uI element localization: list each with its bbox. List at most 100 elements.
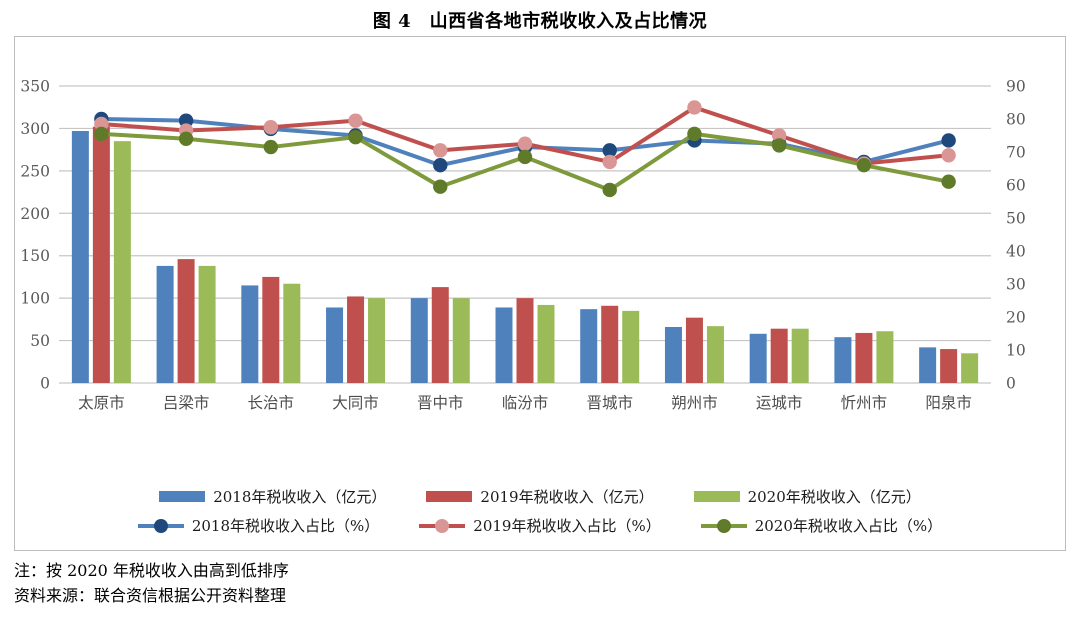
line-marker [178,131,194,146]
line-marker [94,126,109,142]
bar [156,265,174,383]
svg-text:朔州市: 朔州市 [671,394,718,412]
line-marker [94,116,109,132]
bar [326,307,344,383]
bar-series-0 [71,130,937,383]
legend-item: 2019年税收收入（亿元） [426,486,654,507]
line-marker [263,139,279,155]
category-labels: 太原市 吕梁市 长治市 大同市 晋中市 临汾市 晋城市 朔州市 运城市 忻州市 阳泉市 [78,394,972,412]
bar [410,298,428,383]
legend-label: 2019年税收收入占比（%） [473,517,661,535]
bar [664,326,682,383]
line-marker [433,179,448,194]
legend-line-swatch-icon [700,518,747,533]
bar [347,296,365,383]
svg-text:0: 0 [40,375,50,393]
svg-text:350: 350 [20,78,50,96]
bar [495,307,513,383]
svg-text:100: 100 [20,290,50,308]
bar [919,347,937,383]
svg-text:50: 50 [1006,210,1026,228]
svg-text:晋中市: 晋中市 [417,394,464,412]
legend-bar-swatch-icon [426,491,473,502]
bar-series-2 [113,141,979,383]
bar [580,309,598,383]
bar [516,298,534,383]
legend-marker-icon [153,518,168,533]
bar [601,305,619,383]
bar [283,283,301,383]
line-marker [263,120,279,135]
bar [368,298,386,383]
bar [961,353,979,383]
bar [940,349,958,383]
legend-line-swatch-icon [419,518,466,533]
legend-marker-icon [435,518,450,533]
svg-text:80: 80 [1006,111,1026,129]
bar [92,126,110,383]
legend-marker-icon [716,518,731,533]
line-marker [941,174,956,189]
legend-item: 2019年税收收入占比（%） [419,515,661,536]
line-marker [602,154,617,170]
line-marker [771,128,787,143]
legend-row-1: 2018年税收收入（亿元） 2019年税收收入（亿元） 2020年税收收入（亿元） [159,486,921,507]
figure-notes: 注：按 2020 年税收收入由高到低排序 资料来源：联合资信根据公开资料整理 [14,559,1066,609]
bar [262,276,280,383]
bar [241,285,259,383]
svg-text:晋城市: 晋城市 [586,394,633,412]
line-marker [941,148,956,163]
left-axis-ticks: 0 50 100 150 200 250 300 350 [20,78,50,393]
svg-text:40: 40 [1006,243,1026,261]
bar [834,337,852,383]
line-marker [348,113,363,128]
bar [685,317,703,383]
bar [71,130,89,383]
line-marker [433,158,448,173]
sort-note: 注：按 2020 年税收收入由高到低排序 [14,561,289,580]
line-series-2 [94,126,956,198]
svg-text:250: 250 [20,162,50,180]
bar [537,304,555,383]
bar [431,287,449,383]
svg-text:50: 50 [30,332,50,350]
bar-series-1 [92,126,958,383]
legend-row-2: 2018年税收收入占比（%） 2019年税收收入占比（%） 2020年税收收入占比（… [137,515,943,536]
line-marker [602,182,617,198]
legend-label: 2020年税收收入占比（%） [754,517,943,535]
svg-text:太原市: 太原市 [78,394,125,412]
svg-text:30: 30 [1006,276,1026,294]
bar [706,326,724,383]
line-marker [433,143,448,158]
legend-bar-swatch-icon [159,491,206,502]
svg-text:大同市: 大同市 [332,394,379,412]
legend-item: 2018年税收收入占比（%） [137,515,380,536]
svg-text:70: 70 [1006,144,1026,162]
legend-label: 2019年税收收入（亿元） [480,488,654,506]
legend-bar-swatch-icon [693,491,740,502]
svg-text:忻州市: 忻州市 [841,394,888,412]
line-marker [602,143,617,158]
legend-item: 2018年税收收入（亿元） [159,486,386,507]
bar [452,298,470,383]
legend-label: 2018年税收收入占比（%） [191,517,380,535]
svg-text:200: 200 [20,205,50,223]
bar [198,265,216,383]
bar [113,141,131,383]
combo-chart: 0 50 100 150 200 250 300 350 0 10 20 30 40 50 60 70 80 90… [20,78,1026,413]
legend-item: 2020年税收收入占比（%） [700,515,943,536]
svg-text:150: 150 [20,247,50,265]
legend-label: 2020年税收收入（亿元） [747,488,921,506]
svg-text:吕梁市: 吕梁市 [163,394,210,412]
bar [177,259,195,383]
svg-text:0: 0 [1006,375,1016,393]
svg-text:300: 300 [20,120,50,138]
bar [749,333,767,383]
line-marker [856,158,872,173]
line-marker [941,133,956,148]
bar [622,310,640,383]
svg-text:临汾市: 临汾市 [502,394,549,412]
bar [770,328,788,383]
svg-text:10: 10 [1006,342,1026,360]
